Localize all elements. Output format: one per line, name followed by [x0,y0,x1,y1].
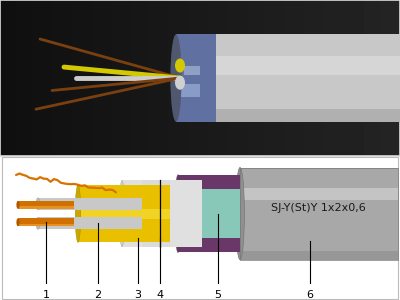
Ellipse shape [175,76,185,90]
Text: SJ-Y(St)Y 1x2x0,6: SJ-Y(St)Y 1x2x0,6 [271,203,365,213]
Bar [188,109,400,122]
Ellipse shape [16,201,20,209]
Text: 6: 6 [306,290,314,300]
Ellipse shape [119,181,125,247]
Bar [188,34,400,122]
Bar [178,175,240,190]
Bar [78,185,170,242]
Bar [188,56,400,75]
Bar [38,217,142,230]
Bar [122,181,202,247]
Bar [18,201,74,209]
Ellipse shape [36,217,40,230]
Bar [18,206,74,209]
Ellipse shape [175,58,185,73]
Bar [240,188,398,200]
Ellipse shape [236,167,244,260]
Bar [240,167,398,260]
Bar [18,218,74,226]
Text: 4: 4 [156,290,164,300]
Bar [178,175,240,253]
Bar [178,238,240,253]
Ellipse shape [36,198,40,210]
Ellipse shape [16,218,20,226]
Bar [38,198,142,210]
Bar [18,224,74,226]
Bar [176,34,216,122]
Text: 1: 1 [42,290,50,300]
Ellipse shape [75,185,81,242]
Bar [180,84,200,97]
Bar [240,251,398,260]
Ellipse shape [175,175,181,253]
Text: 5: 5 [214,290,222,300]
Bar [142,181,170,247]
Text: 3: 3 [134,290,142,300]
Bar [78,208,170,219]
Ellipse shape [170,34,182,122]
Text: 2: 2 [94,290,102,300]
Bar [184,65,200,75]
Bar [240,167,398,260]
